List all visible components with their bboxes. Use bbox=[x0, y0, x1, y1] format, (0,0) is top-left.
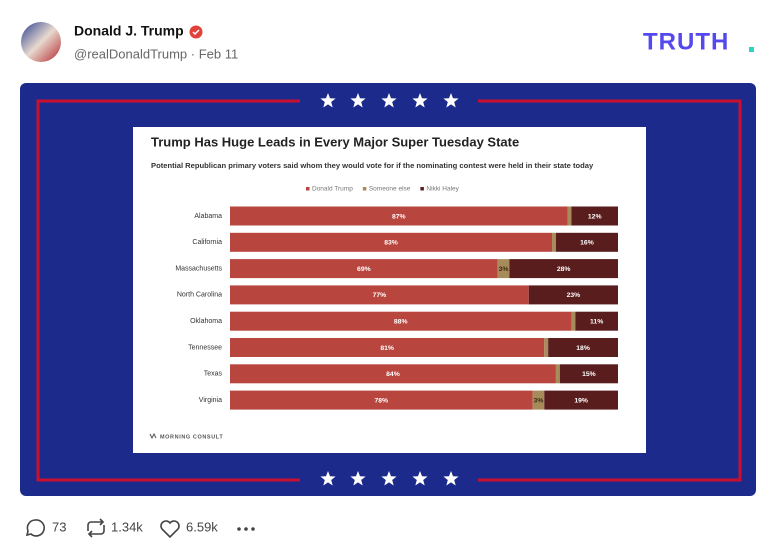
logo-dot bbox=[749, 47, 754, 52]
y-tick-label: Massachusetts bbox=[175, 265, 222, 272]
frame-right bbox=[478, 99, 742, 482]
bar-segment bbox=[230, 311, 572, 331]
data-label: 15% bbox=[582, 371, 596, 378]
data-label: 18% bbox=[576, 345, 590, 352]
data-label: 28% bbox=[557, 266, 571, 273]
logo[interactable]: TRUTH bbox=[643, 28, 729, 55]
bar-segment bbox=[230, 338, 545, 357]
dot bbox=[251, 527, 255, 531]
bar-segment bbox=[230, 232, 553, 252]
legend-label: Nikki Haley bbox=[426, 186, 459, 193]
bar-segment bbox=[544, 390, 618, 410]
bar-segment bbox=[567, 206, 572, 226]
legend-label: Donald Trump bbox=[312, 186, 353, 193]
star bbox=[320, 93, 336, 108]
data-label: 87% bbox=[392, 213, 406, 220]
data-label: 69% bbox=[357, 266, 371, 273]
bar-segment bbox=[532, 390, 545, 410]
chart-subtitle: Potential Republican primary voters said… bbox=[151, 161, 594, 170]
verified-check bbox=[192, 29, 200, 36]
legend-swatch bbox=[420, 187, 424, 191]
data-label: 83% bbox=[384, 240, 398, 247]
bar-segment bbox=[571, 206, 618, 226]
star bbox=[320, 471, 336, 486]
bar-segment bbox=[230, 206, 568, 226]
stars bbox=[320, 93, 459, 486]
y-tick-label: Tennessee bbox=[188, 344, 222, 351]
y-tick-label: Oklahoma bbox=[190, 318, 222, 325]
y-tick-label: Texas bbox=[204, 371, 223, 378]
bar-segment bbox=[575, 311, 618, 331]
frame bbox=[36, 99, 742, 482]
repost-icon bbox=[87, 518, 105, 538]
chart-title: Trump Has Huge Leads in Every Major Supe… bbox=[151, 134, 519, 149]
star bbox=[412, 93, 428, 108]
data-label: 3% bbox=[534, 397, 544, 404]
repost-button[interactable]: 1.34k bbox=[87, 518, 143, 538]
repost-count: 1.34k bbox=[111, 519, 143, 534]
source: MORNING CONSULT bbox=[160, 434, 223, 440]
avatar[interactable] bbox=[21, 22, 61, 62]
data-label: 78% bbox=[375, 397, 389, 404]
like-icon bbox=[160, 520, 180, 539]
bar-segment bbox=[571, 311, 576, 331]
bar-segment bbox=[544, 338, 549, 357]
data-label: 88% bbox=[394, 318, 408, 325]
author-name[interactable]: Donald J. Trump bbox=[74, 23, 184, 39]
bar-segment bbox=[230, 390, 533, 410]
legend-swatch bbox=[306, 187, 310, 191]
source-logo bbox=[149, 432, 157, 440]
bar-segment bbox=[548, 338, 618, 357]
data-label: 81% bbox=[380, 345, 394, 352]
data-label: 12% bbox=[588, 213, 602, 220]
data-label: 16% bbox=[580, 240, 594, 247]
star bbox=[381, 93, 397, 108]
legend-swatch bbox=[362, 187, 367, 191]
y-tick-label: North Carolina bbox=[177, 292, 222, 299]
data-label: 84% bbox=[386, 371, 400, 378]
dot bbox=[244, 527, 248, 531]
bar-segment bbox=[497, 259, 510, 279]
bar-segment bbox=[509, 259, 618, 279]
data-label: 77% bbox=[373, 292, 387, 299]
dot bbox=[237, 527, 241, 531]
data-label: 23% bbox=[567, 292, 581, 299]
bar-segment bbox=[555, 232, 618, 252]
bar-segment bbox=[230, 285, 529, 305]
chart: Donald Trump Someone else Nikki Haley Alaba… bbox=[175, 186, 618, 410]
handle-date[interactable]: @realDonaldTrump · Feb 11 bbox=[74, 46, 238, 61]
frame-left bbox=[36, 99, 300, 482]
legend-label: Someone else bbox=[369, 186, 411, 193]
reply-icon bbox=[25, 519, 45, 537]
like-count: 6.59k bbox=[186, 519, 218, 534]
bar-segment bbox=[559, 364, 618, 384]
bar-segment bbox=[230, 259, 498, 279]
star bbox=[412, 471, 428, 486]
bar-segment bbox=[552, 232, 556, 252]
y-tick-label: Virginia bbox=[199, 397, 222, 404]
y-tick-label: Alabama bbox=[194, 213, 222, 220]
reply-button[interactable]: 73 bbox=[25, 519, 66, 537]
data-label: 19% bbox=[574, 397, 588, 404]
star bbox=[350, 471, 366, 486]
data-label: 11% bbox=[590, 318, 603, 325]
bar-segment bbox=[528, 285, 618, 305]
bar-segment bbox=[230, 364, 556, 384]
y-tick-label: California bbox=[192, 239, 222, 246]
star bbox=[350, 93, 366, 108]
star bbox=[443, 471, 459, 486]
data-label: 3% bbox=[499, 266, 509, 273]
bar-segment bbox=[555, 364, 560, 384]
star bbox=[381, 471, 397, 486]
reply-count: 73 bbox=[52, 519, 66, 534]
like-button[interactable]: 6.59k bbox=[160, 519, 218, 539]
star bbox=[443, 93, 459, 108]
more-button[interactable] bbox=[237, 527, 255, 531]
